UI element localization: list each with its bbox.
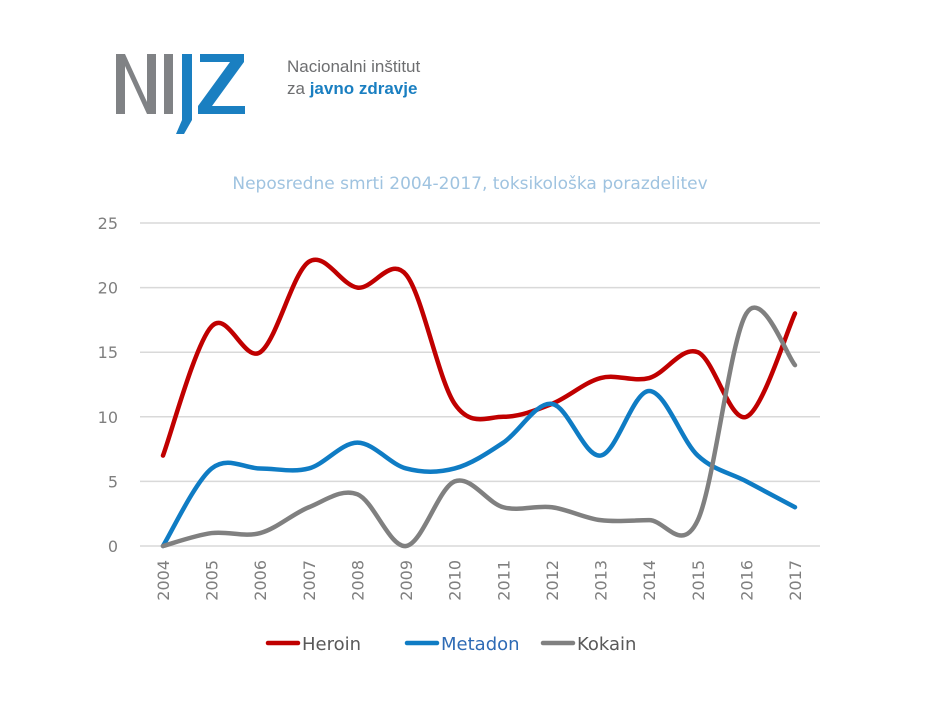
series-line-metadon bbox=[160, 388, 798, 549]
y-tick-label: 10 bbox=[98, 408, 118, 427]
nijz-logo bbox=[116, 54, 245, 134]
x-tick-label: 2012 bbox=[543, 560, 562, 601]
y-tick-label: 20 bbox=[98, 279, 118, 298]
y-tick-label: 15 bbox=[98, 343, 118, 362]
logo-line2-prefix: za bbox=[287, 79, 305, 98]
y-tick-label: 5 bbox=[108, 472, 118, 491]
chart-title: Neposredne smrti 2004-2017, toksikološka… bbox=[232, 174, 708, 194]
x-tick-label: 2006 bbox=[251, 560, 270, 601]
series-line-kokain bbox=[160, 305, 798, 549]
logo-line1: Nacionalni inštitut bbox=[287, 57, 421, 76]
x-tick-label: 2016 bbox=[737, 560, 756, 601]
series-line-heroin bbox=[160, 257, 798, 458]
legend-label-heroin: Heroin bbox=[302, 634, 361, 655]
x-tick-label: 2008 bbox=[348, 560, 367, 601]
x-tick-label: 2004 bbox=[154, 560, 173, 601]
legend-label-metadon: Metadon bbox=[441, 634, 520, 655]
y-tick-label: 0 bbox=[108, 537, 118, 556]
legend-label-kokain: Kokain bbox=[577, 634, 636, 655]
x-tick-label: 2005 bbox=[203, 560, 222, 601]
x-tick-label: 2013 bbox=[592, 560, 611, 601]
x-tick-label: 2009 bbox=[397, 560, 416, 601]
x-tick-label: 2014 bbox=[640, 560, 659, 601]
x-tick-label: 2011 bbox=[494, 560, 513, 601]
logo-line2-bold: javno zdravje bbox=[309, 79, 418, 98]
x-tick-label: 2010 bbox=[446, 560, 465, 601]
y-tick-label: 25 bbox=[98, 214, 118, 233]
x-tick-label: 2015 bbox=[689, 560, 708, 601]
x-tick-label: 2007 bbox=[300, 560, 319, 601]
x-tick-label: 2017 bbox=[786, 560, 805, 601]
logo-text: Nacionalni inštitut za javno zdravje bbox=[287, 56, 420, 100]
